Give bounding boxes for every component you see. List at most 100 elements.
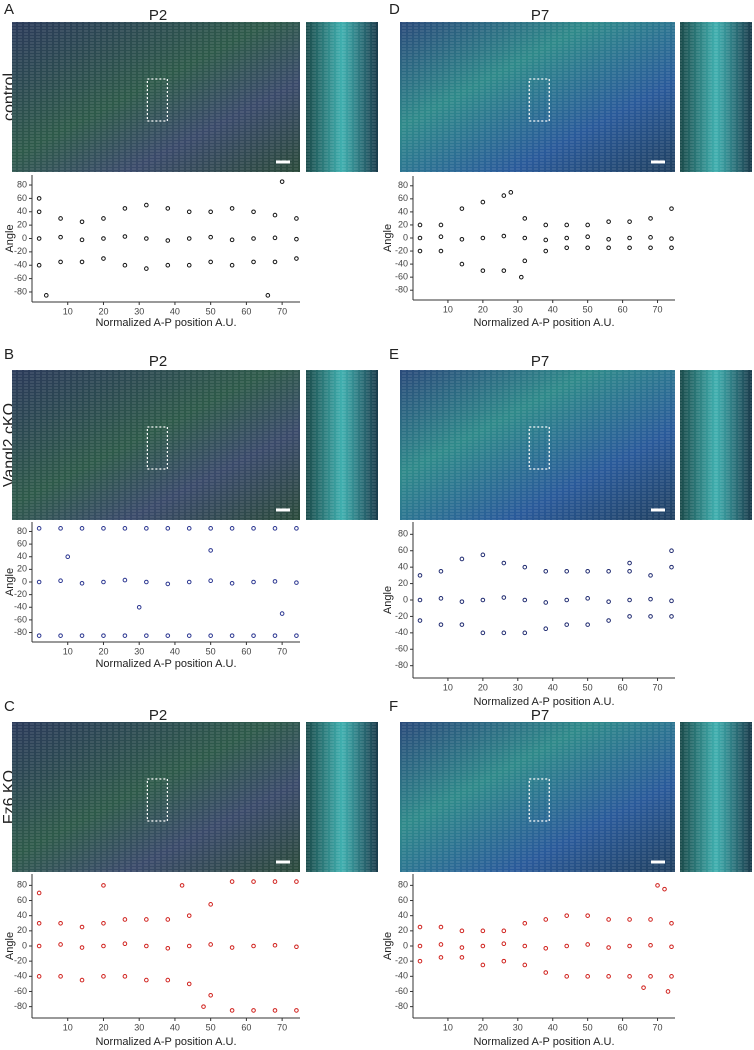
image-title: P7 — [531, 7, 549, 24]
data-point — [144, 266, 149, 271]
micrograph-texture — [12, 722, 300, 872]
x-tick-label: 50 — [206, 306, 216, 316]
inset-texture — [680, 22, 752, 172]
data-point — [36, 974, 42, 979]
data-point — [229, 526, 235, 531]
y-axis-label: Angle — [382, 586, 394, 614]
inset-texture — [306, 22, 378, 172]
x-tick-label: 30 — [513, 682, 523, 692]
data-point — [36, 526, 42, 531]
data-point — [36, 209, 42, 215]
data-point — [122, 974, 128, 979]
data-point — [229, 1008, 235, 1013]
data-point — [272, 212, 278, 218]
data-point — [627, 943, 632, 949]
data-point — [122, 941, 128, 947]
data-point — [459, 237, 465, 242]
data-point — [543, 248, 549, 254]
panel-label: F — [389, 698, 398, 715]
data-point — [229, 580, 235, 586]
y-tick-label: -40 — [14, 602, 27, 612]
x-tick-label: 10 — [63, 1022, 73, 1032]
data-point — [179, 883, 185, 888]
data-point — [79, 237, 85, 243]
data-point — [122, 526, 128, 531]
data-point — [665, 989, 671, 994]
y-tick-label: -40 — [395, 971, 408, 981]
micrograph-texture — [12, 370, 300, 520]
x-tick-label: 30 — [513, 304, 523, 314]
data-point — [669, 614, 674, 619]
y-tick-label: 40 — [398, 910, 408, 920]
data-point — [438, 942, 444, 947]
y-tick-label: 40 — [17, 910, 27, 920]
panel-label: D — [389, 1, 400, 18]
x-tick-label: 20 — [98, 306, 108, 316]
y-axis-label: Angle — [382, 932, 394, 960]
data-point — [648, 917, 653, 922]
data-point — [79, 924, 85, 930]
micrograph-texture — [400, 722, 675, 872]
data-point — [417, 235, 423, 241]
data-point — [669, 236, 674, 241]
data-point — [101, 236, 106, 241]
data-point — [585, 245, 590, 251]
data-point — [480, 962, 486, 968]
inset-texture — [680, 722, 752, 872]
data-point — [669, 206, 674, 211]
y-tick-label: -60 — [395, 986, 408, 996]
y-tick-label: -40 — [14, 971, 27, 981]
data-point — [543, 626, 549, 632]
data-point — [58, 578, 63, 584]
image-title: P7 — [531, 707, 549, 724]
x-tick-label: 40 — [548, 1022, 558, 1032]
data-point — [585, 234, 590, 239]
data-point — [606, 945, 611, 950]
data-point — [438, 955, 444, 960]
data-point — [165, 977, 171, 983]
data-point — [522, 216, 528, 221]
data-point — [229, 206, 235, 211]
panel-label: A — [4, 1, 14, 18]
data-point — [606, 237, 611, 242]
data-point — [208, 902, 213, 907]
micrograph-texture — [12, 22, 300, 172]
data-point — [165, 526, 171, 531]
data-point — [501, 928, 507, 934]
data-point — [251, 633, 256, 638]
data-point — [79, 219, 85, 225]
data-point — [186, 913, 192, 918]
x-tick-label: 10 — [443, 682, 453, 692]
x-tick-label: 60 — [241, 1022, 251, 1032]
image-title: P7 — [531, 353, 549, 370]
x-tick-label: 30 — [513, 1022, 523, 1032]
data-point — [136, 604, 142, 610]
y-tick-label: -40 — [14, 260, 27, 270]
data-point — [585, 596, 590, 601]
data-point — [669, 245, 674, 251]
x-tick-label: 40 — [548, 682, 558, 692]
data-point — [543, 970, 549, 975]
data-point — [543, 237, 549, 243]
data-point — [606, 917, 611, 922]
data-point — [122, 262, 128, 268]
data-point — [417, 943, 423, 949]
data-point — [58, 942, 63, 947]
data-point — [459, 622, 465, 627]
data-point — [627, 597, 632, 603]
x-axis-label: Normalized A-P position A.U. — [473, 696, 614, 708]
x-tick-label: 50 — [206, 646, 216, 656]
data-point — [122, 917, 128, 922]
data-point — [459, 945, 465, 950]
data-point — [186, 209, 192, 215]
y-tick-label: 0 — [22, 576, 27, 586]
data-point — [564, 622, 570, 627]
data-point — [186, 262, 192, 268]
data-point — [144, 579, 149, 585]
data-point — [208, 259, 213, 265]
data-point — [186, 579, 192, 585]
image-title: P2 — [149, 707, 167, 724]
data-point — [480, 268, 486, 273]
x-tick-label: 10 — [63, 646, 73, 656]
y-tick-label: 0 — [403, 232, 408, 242]
